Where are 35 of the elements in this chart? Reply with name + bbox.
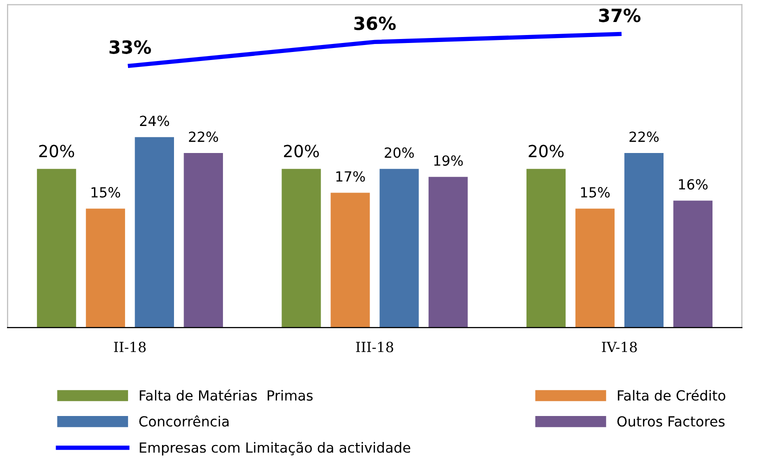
bar — [330, 192, 370, 328]
x-tick-label: III-18 — [356, 342, 394, 352]
x-tick-label: II-18 — [114, 342, 146, 352]
data-label: 36% — [354, 16, 396, 30]
x-tick-label: IV-18 — [602, 342, 637, 352]
bar — [380, 168, 419, 328]
data-label: 22% — [188, 132, 218, 142]
bar — [575, 208, 615, 328]
bar — [184, 153, 223, 328]
data-label: 15% — [92, 187, 120, 198]
legend-label: Empresas com Limitação da actividade — [140, 442, 410, 456]
legend-label: Outros Factores — [617, 416, 725, 427]
bar — [282, 168, 321, 328]
bar — [86, 208, 126, 328]
data-label: 24% — [140, 116, 170, 126]
bar — [428, 176, 468, 328]
data-label: 22% — [630, 132, 659, 142]
data-label: 33% — [110, 40, 151, 54]
data-label: 37% — [599, 8, 641, 22]
data-label: 17% — [336, 171, 365, 182]
bar — [673, 200, 712, 328]
legend-label: Falta de Matérias Primas — [140, 389, 313, 401]
bar — [526, 168, 566, 328]
bar — [36, 168, 76, 328]
bar — [624, 153, 664, 328]
bar — [134, 137, 174, 328]
data-label: 19% — [434, 155, 463, 166]
data-label: 15% — [581, 187, 610, 198]
legend-label: Concorrência — [139, 415, 229, 427]
data-label: 20% — [284, 144, 319, 158]
data-label: 20% — [39, 144, 74, 158]
data-label: 16% — [679, 179, 708, 190]
legend-label: Falta de Crédito — [618, 389, 726, 401]
data-label: 20% — [528, 144, 564, 158]
data-label: 20% — [384, 147, 414, 158]
